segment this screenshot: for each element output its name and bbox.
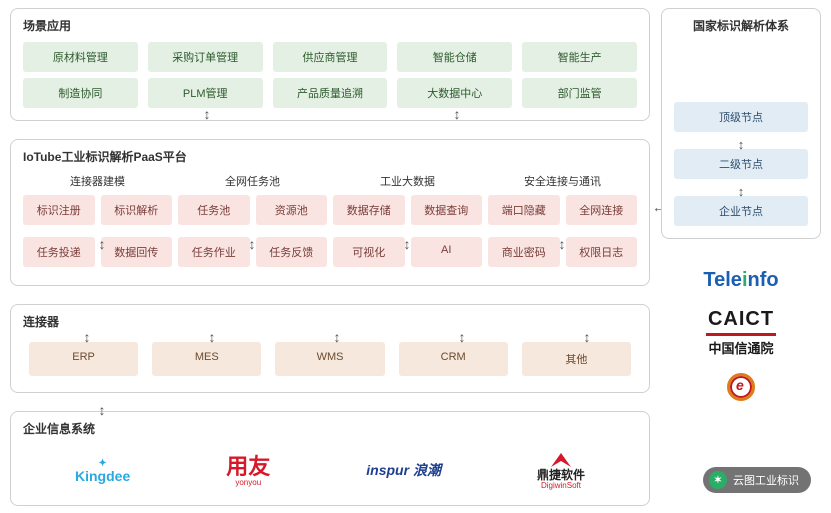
logo-caict: CAICT 中国信通院 — [661, 308, 821, 357]
logo-digiwin: 鼎捷软件 DigiwinSoft — [537, 451, 585, 491]
paas-cell: 可视化 — [333, 237, 405, 267]
paas-cell: AI — [411, 237, 483, 267]
hierarchy-title: 国家标识解析体系 — [674, 17, 808, 34]
connector-cell: CRM — [399, 342, 508, 376]
scenarios-panel: 场景应用 原材料管理 采购订单管理 供应商管理 智能仓储 智能生产 制造协同 P… — [10, 8, 650, 121]
scenario-cell: PLM管理 — [148, 78, 263, 108]
paas-panel: IoTube工业标识解析PaaS平台 连接器建模 标识注册标识解析 任务投递数据… — [10, 139, 650, 286]
paas-cell: 数据存储 — [333, 195, 405, 225]
connector-cell: 其他 — [522, 342, 631, 376]
logo-sub: yonyou — [235, 479, 261, 488]
scenario-cell: 制造协同 — [23, 78, 138, 108]
updown-arrow-icon — [455, 330, 469, 344]
paas-group: 全网任务池 任务池资源池 任务作业任务反馈 — [178, 173, 327, 273]
logo-yonyou: 用友 yonyou — [226, 455, 270, 488]
wechat-icon: ✶ — [709, 471, 727, 489]
updown-arrow-icon — [95, 403, 109, 417]
scenario-cell: 智能仓储 — [397, 42, 512, 72]
caict-bottom: 中国信通院 — [661, 338, 821, 357]
updown-arrow-icon — [95, 237, 109, 251]
paas-cell: 权限日志 — [566, 237, 638, 267]
enterprise-panel: 企业信息系统 ✦ Kingdee 用友 yonyou inspur 浪潮 鼎捷软… — [10, 411, 650, 506]
updown-arrow-icon — [205, 330, 219, 344]
updown-arrow-icon — [330, 330, 344, 344]
paas-group-title: 安全连接与通讯 — [488, 173, 637, 189]
digiwin-icon — [548, 451, 574, 469]
updown-arrow-icon — [555, 237, 569, 251]
paas-cell: 任务反馈 — [256, 237, 328, 267]
watermark-text: 云图工业标识 — [733, 472, 799, 488]
scenario-cell: 供应商管理 — [273, 42, 388, 72]
paas-group-title: 全网任务池 — [178, 173, 327, 189]
updown-arrow-icon — [450, 107, 464, 121]
gear-icon — [727, 373, 755, 401]
watermark-badge: ✶ 云图工业标识 — [703, 467, 811, 493]
paas-group: 安全连接与通讯 端口隐藏全网连接 商业密码权限日志 — [488, 173, 637, 273]
connector-cell: WMS — [275, 342, 384, 376]
connectors-title: 连接器 — [23, 313, 637, 330]
updown-arrow-icon — [580, 330, 594, 344]
paas-cell: 任务池 — [178, 195, 250, 225]
updown-arrow-icon — [200, 107, 214, 121]
scenario-cell: 采购订单管理 — [148, 42, 263, 72]
paas-cell: 全网连接 — [566, 195, 638, 225]
logo-inspur: inspur 浪潮 — [366, 463, 441, 478]
hierarchy-node: 企业节点 — [674, 196, 808, 226]
scenarios-title: 场景应用 — [23, 17, 637, 34]
scenario-cell: 原材料管理 — [23, 42, 138, 72]
logo-text: 用友 — [226, 455, 270, 479]
scenarios-row2: 制造协同 PLM管理 产品质量追溯 大数据中心 部门监管 — [23, 78, 637, 108]
paas-group-title: 工业大数据 — [333, 173, 482, 189]
scenario-cell: 大数据中心 — [397, 78, 512, 108]
scenario-cell: 智能生产 — [522, 42, 637, 72]
logo-text: inspur 浪潮 — [366, 463, 441, 478]
paas-cell: 任务投递 — [23, 237, 95, 267]
logo-sub: DigiwinSoft — [541, 482, 581, 491]
logo-gear — [661, 373, 821, 401]
paas-group: 连接器建模 标识注册标识解析 任务投递数据回传 — [23, 173, 172, 273]
paas-cell: 数据查询 — [411, 195, 483, 225]
connector-cell: ERP — [29, 342, 138, 376]
updown-arrow-icon — [245, 237, 259, 251]
caict-top: CAICT — [661, 308, 821, 331]
hierarchy-node: 顶级节点 — [674, 102, 808, 132]
scenarios-row1: 原材料管理 采购订单管理 供应商管理 智能仓储 智能生产 — [23, 42, 637, 72]
paas-cell: 端口隐藏 — [488, 195, 560, 225]
connector-cell: MES — [152, 342, 261, 376]
connectors-panel: 连接器 ERP MES WMS CRM 其他 — [10, 304, 650, 393]
logo-text: Kingdee — [75, 469, 130, 484]
enterprise-title: 企业信息系统 — [23, 420, 637, 437]
paas-cell: 数据回传 — [101, 237, 173, 267]
hierarchy-node: 二级节点 — [674, 149, 808, 179]
paas-cell: 标识注册 — [23, 195, 95, 225]
updown-arrow-icon — [80, 330, 94, 344]
logo-teleinfo: Teleinfo — [661, 269, 821, 292]
paas-cell: 任务作业 — [178, 237, 250, 267]
hierarchy-panel: 国家标识解析体系 顶级节点 ↕ 二级节点 ↕ 企业节点 — [661, 8, 821, 239]
updown-arrow-icon — [400, 237, 414, 251]
paas-cell: 资源池 — [256, 195, 328, 225]
paas-title: IoTube工业标识解析PaaS平台 — [23, 148, 637, 165]
logo-kingdee: ✦ Kingdee — [75, 458, 130, 484]
scenario-cell: 部门监管 — [522, 78, 637, 108]
paas-group: 工业大数据 数据存储数据查询 可视化AI — [333, 173, 482, 273]
caict-bar — [706, 333, 776, 336]
paas-cell: 商业密码 — [488, 237, 560, 267]
paas-group-title: 连接器建模 — [23, 173, 172, 189]
scenario-cell: 产品质量追溯 — [273, 78, 388, 108]
paas-cell: 标识解析 — [101, 195, 173, 225]
